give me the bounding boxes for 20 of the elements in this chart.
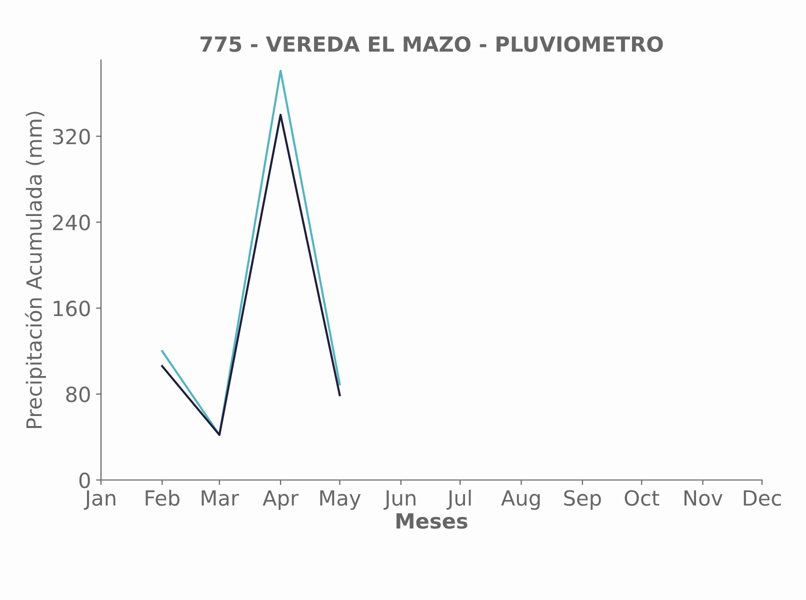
chart-title: 775 - VEREDA EL MAZO - PLUVIOMETRO bbox=[200, 36, 663, 52]
x-tick-label: Jul bbox=[446, 490, 471, 510]
y-axis-title: Precipitación Acumulada (mm) bbox=[24, 112, 46, 428]
x-tick-label: Mar bbox=[202, 490, 240, 506]
x-tick-label: Nov bbox=[684, 490, 723, 506]
x-tick-label: Aug bbox=[501, 490, 540, 510]
x-tick-label: Feb bbox=[146, 490, 180, 506]
x-tick-label: Apr bbox=[262, 490, 299, 510]
x-tick-label: Dec bbox=[744, 490, 781, 506]
x-tick-label: Jun bbox=[384, 490, 416, 510]
x-tick-label: Sep bbox=[564, 490, 601, 510]
x-tick-label: May bbox=[320, 490, 361, 510]
x-tick-label: Jan bbox=[84, 490, 116, 510]
y-tick-label: 80 bbox=[66, 386, 90, 402]
y-tick-label: 160 bbox=[54, 300, 90, 316]
x-axis-title: Meses bbox=[396, 513, 468, 529]
y-tick-label: 0 bbox=[79, 472, 90, 488]
y-tick-label: 320 bbox=[53, 128, 90, 144]
x-tick-label: Oct bbox=[624, 490, 660, 506]
y-tick-label: 240 bbox=[53, 214, 90, 230]
